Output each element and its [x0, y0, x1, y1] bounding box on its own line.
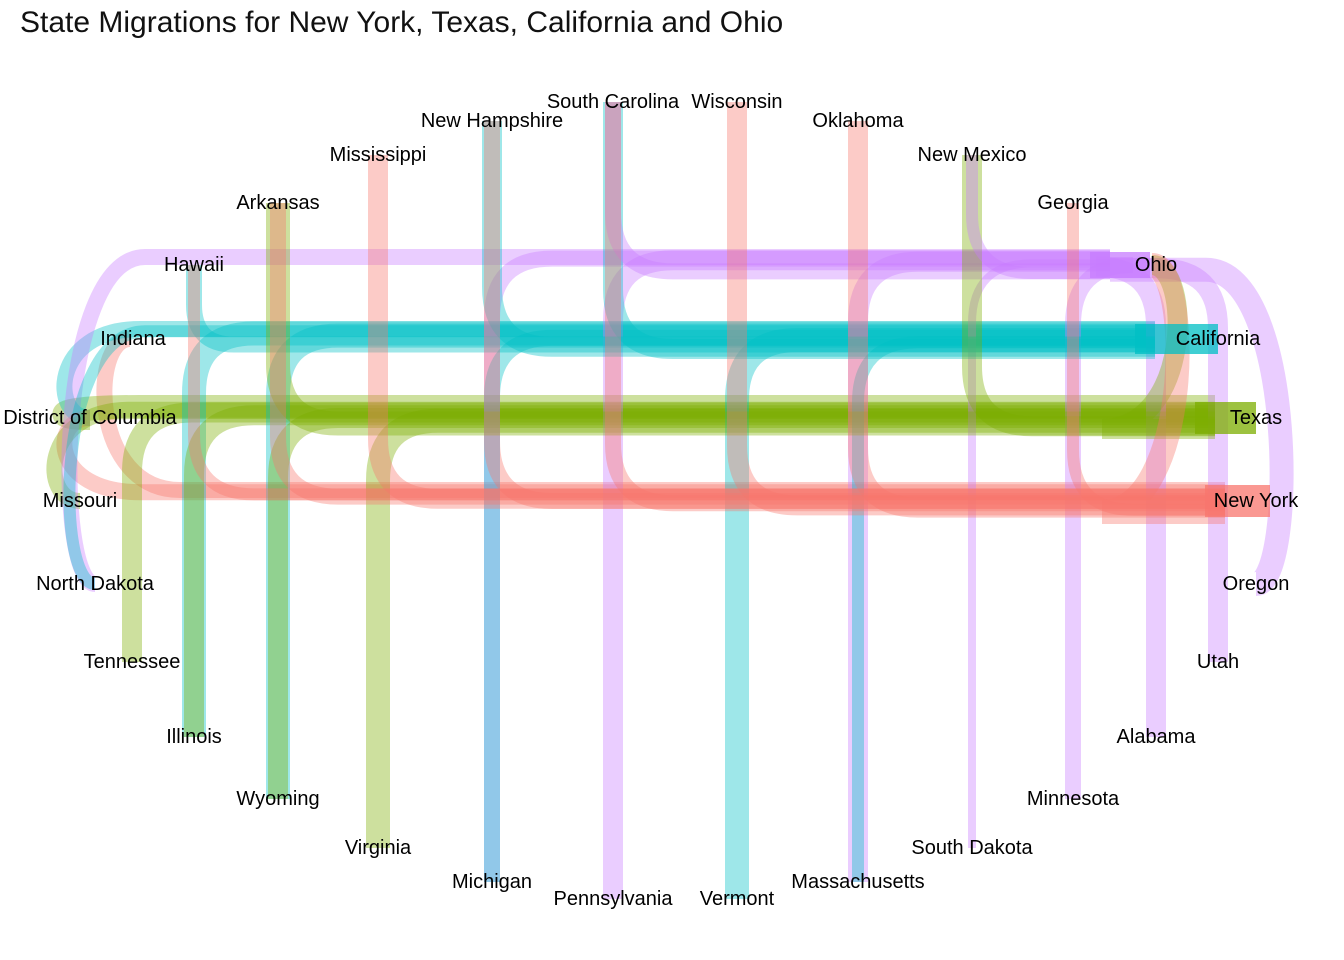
- flow-north-dakota-to-california: [63, 325, 1155, 590]
- state-label-mississippi: Mississippi: [330, 144, 427, 166]
- flow-michigan-to-california: [484, 329, 1155, 882]
- flow-wisconsin-to-new-york: [727, 102, 1225, 516]
- state-label-new-mexico: New Mexico: [918, 144, 1027, 166]
- state-label-wisconsin: Wisconsin: [691, 91, 782, 113]
- target-bar-new-york: [1205, 485, 1270, 517]
- state-label-ohio: Ohio: [1135, 254, 1177, 276]
- flow-hawaii-to-california: [186, 265, 1155, 353]
- target-bar-ohio: [1090, 252, 1150, 278]
- state-label-tennessee: Tennessee: [84, 651, 181, 673]
- state-label-indiana: Indiana: [100, 328, 166, 350]
- state-label-missouri: Missouri: [43, 490, 117, 512]
- state-label-massachusetts: Massachusetts: [791, 871, 924, 893]
- flow-mississippi-to-new-york: [368, 155, 1225, 509]
- flow-illinois-to-california: [182, 321, 1155, 737]
- flow-virginia-to-texas: [366, 408, 1215, 848]
- flow-south-carolina-to-new-york: [605, 102, 1225, 512]
- state-label-oklahoma: Oklahoma: [812, 110, 904, 132]
- flow-new-hampshire-to-california: [482, 121, 1155, 357]
- flow-south-dakota-to-ohio: [968, 259, 1110, 848]
- state-label-pennsylvania: Pennsylvania: [554, 888, 674, 910]
- state-label-virginia: Virginia: [345, 837, 412, 859]
- state-label-illinois: Illinois: [166, 726, 222, 748]
- state-label-arkansas: Arkansas: [236, 192, 319, 214]
- flow-massachusetts-to-california: [852, 336, 1155, 882]
- flow-arkansas-to-new-york: [270, 203, 1225, 505]
- flow-new-mexico-to-texas: [962, 155, 1215, 437]
- flow-south-carolina-to-california: [603, 102, 1155, 359]
- state-label-minnesota: Minnesota: [1027, 788, 1120, 810]
- state-label-california: California: [1176, 328, 1261, 350]
- flow-tennessee-to-texas: [122, 402, 1215, 662]
- flow-new-hampshire-to-new-york: [484, 121, 1225, 509]
- flow-arkansas-to-texas: [266, 203, 1215, 436]
- flow-vermont-to-california: [725, 328, 1155, 899]
- flow-district-of-columbia-to-california: [56, 321, 1155, 426]
- state-label-alabama: Alabama: [1117, 726, 1197, 748]
- state-label-vermont: Vermont: [700, 888, 775, 910]
- flow-missouri-to-texas: [46, 401, 1215, 509]
- flow-hawaii-to-new-york: [188, 265, 1225, 501]
- flow-new-mexico-to-ohio: [966, 155, 1110, 279]
- state-label-new-york: New York: [1214, 490, 1299, 512]
- state-label-new-hampshire: New Hampshire: [421, 110, 563, 132]
- state-label-district-of-columbia: District of Columbia: [3, 407, 177, 429]
- state-label-south-carolina: South Carolina: [547, 91, 680, 113]
- flow-south-carolina-to-ohio: [605, 102, 1110, 280]
- flow-oregon-to-ohio: [1110, 257, 1294, 596]
- state-label-michigan: Michigan: [452, 871, 532, 893]
- target-bar-california: [1135, 324, 1218, 354]
- flow-illinois-to-texas: [184, 405, 1215, 737]
- flow-michigan-to-ohio: [484, 250, 1110, 882]
- state-label-hawaii: Hawaii: [164, 254, 224, 276]
- state-label-texas: Texas: [1230, 407, 1282, 429]
- target-bar-texas: [1195, 402, 1256, 434]
- state-label-south-dakota: South Dakota: [911, 837, 1033, 859]
- flow-massachusetts-to-ohio: [848, 251, 1110, 882]
- flow-georgia-to-new-york: [1067, 203, 1225, 516]
- flow-ohio-to-new-york: [1100, 253, 1225, 524]
- state-label-north-dakota: North Dakota: [36, 573, 155, 595]
- flow-utah-to-ohio: [1110, 258, 1228, 662]
- flow-indiana-to-new-york: [96, 331, 1225, 498]
- flow-district-of-columbia-to-new-york: [56, 410, 1225, 501]
- state-label-georgia: Georgia: [1037, 192, 1109, 214]
- flow-district-of-columbia-to-texas: [52, 395, 1215, 430]
- flow-pennsylvania-to-ohio: [603, 250, 1110, 899]
- chart-title: State Migrations for New York, Texas, Ca…: [20, 6, 784, 39]
- flow-wyoming-to-california: [266, 323, 1155, 799]
- state-label-oregon: Oregon: [1223, 573, 1290, 595]
- flow-wyoming-to-texas: [268, 408, 1215, 799]
- state-label-utah: Utah: [1197, 651, 1239, 673]
- flow-north-dakota-to-ohio: [61, 249, 1110, 592]
- state-label-wyoming: Wyoming: [236, 788, 319, 810]
- flow-oklahoma-to-new-york: [848, 121, 1225, 518]
